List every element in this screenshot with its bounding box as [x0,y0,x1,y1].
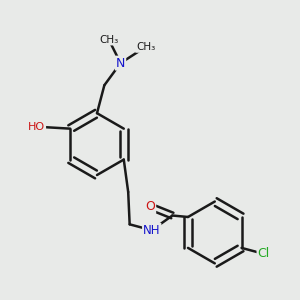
Text: HO: HO [28,122,45,132]
Text: CH₃: CH₃ [136,42,155,52]
Text: NH: NH [143,224,160,237]
Text: O: O [145,200,155,213]
Text: Cl: Cl [257,247,270,260]
Text: CH₃: CH₃ [99,34,119,45]
Text: N: N [116,57,125,70]
